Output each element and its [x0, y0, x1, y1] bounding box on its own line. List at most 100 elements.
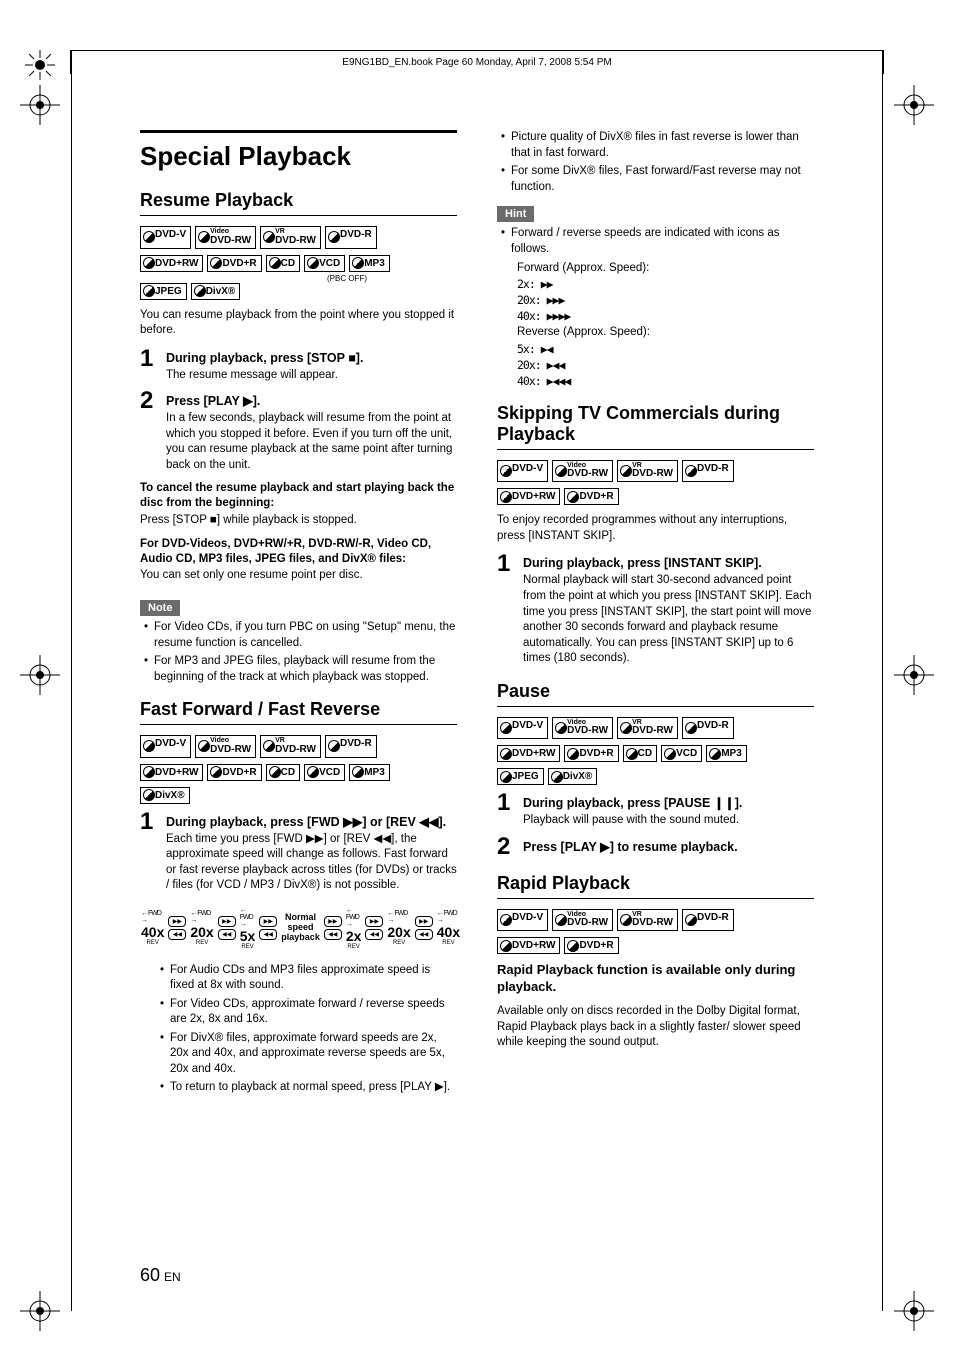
step-text: The resume message will appear.	[166, 368, 457, 384]
disc-badge: CD	[266, 255, 300, 272]
disc-badge: DVD-R	[325, 226, 377, 249]
disc-badge: CD	[266, 764, 300, 781]
crop-mark-icon	[20, 85, 60, 125]
disc-badge: DVD-V	[497, 460, 548, 483]
crop-mark-icon	[894, 1291, 934, 1331]
disc-badge: DivX®	[191, 283, 241, 300]
step-head: During playback, press [PAUSE ❙❙].	[523, 795, 814, 810]
pause-badges-row3: JPEG DivX®	[497, 768, 814, 785]
step-head: During playback, press [FWD ▶▶] or [REV …	[166, 814, 457, 829]
hint-intro: Forward / reverse speeds are indicated w…	[501, 226, 814, 257]
pause-step-1: 1 During playback, press [PAUSE ❙❙]. Pla…	[497, 791, 814, 829]
cancel-text: Press [STOP ■] while playback is stopped…	[140, 513, 457, 529]
ff-title: Fast Forward / Fast Reverse	[140, 699, 457, 725]
ff-notes: For Audio CDs and MP3 files approximate …	[140, 963, 457, 1096]
pbc-note: (PBC OFF)	[142, 274, 457, 283]
main-title: Special Playback	[140, 130, 457, 172]
disc-badge: MP3	[349, 764, 390, 781]
step-number: 1	[497, 791, 515, 829]
note-item: To return to playback at normal speed, p…	[160, 1080, 457, 1096]
resume-step-2: 2 Press [PLAY ▶]. In a few seconds, play…	[140, 389, 457, 473]
disc-badge: DVD+RW	[140, 255, 203, 272]
disc-badge: VideoDVD-RW	[195, 735, 256, 758]
disc-badge: JPEG	[140, 283, 187, 300]
skip-badges-row2: DVD+RW DVD+R	[497, 488, 814, 505]
note-label: Note	[140, 600, 180, 616]
resume-badges-row1: DVD-V VideoDVD-RW VRDVD-RW DVD-R	[140, 226, 457, 249]
disc-badge: DVD-V	[140, 735, 191, 758]
hint-fwd-2x: 2x: ▶▶	[497, 276, 814, 292]
step-head: During playback, press [INSTANT SKIP].	[523, 556, 814, 570]
disc-badge: VRDVD-RW	[617, 909, 678, 932]
disc-badge: DVD-R	[682, 460, 734, 483]
crop-mark-icon	[20, 1291, 60, 1331]
disc-badge: JPEG	[497, 768, 544, 785]
hint-fwd-40x: 40x: ▶▶▶▶	[497, 308, 814, 324]
disc-badge: DVD+R	[207, 764, 261, 781]
hint-rev-40x: 40x: ▶◀◀◀	[497, 373, 814, 389]
note-item: For DivX® files, approximate forward spe…	[160, 1031, 457, 1078]
note-item: Picture quality of DivX® files in fast r…	[501, 130, 814, 161]
disc-badge: DVD+RW	[497, 745, 560, 762]
note-item: For MP3 and JPEG files, playback will re…	[144, 654, 457, 685]
skip-step-1: 1 During playback, press [INSTANT SKIP].…	[497, 552, 814, 666]
resume-step-1: 1 During playback, press [STOP ■]. The r…	[140, 347, 457, 384]
disc-badge: VideoDVD-RW	[195, 226, 256, 249]
step-text: Each time you press [FWD ▶▶] or [REV ◀◀]…	[166, 832, 457, 894]
disc-badge: DivX®	[548, 768, 598, 785]
note-item: For Video CDs, if you turn PBC on using …	[144, 620, 457, 651]
ff-step-1: 1 During playback, press [FWD ▶▶] or [RE…	[140, 810, 457, 894]
step-text: Normal playback will start 30-second adv…	[523, 573, 814, 666]
disc-badge: DivX®	[140, 787, 190, 804]
dvd-text: You can set only one resume point per di…	[140, 568, 457, 584]
skip-badges-row1: DVD-V VideoDVD-RW VRDVD-RW DVD-R	[497, 460, 814, 483]
disc-badge: CD	[623, 745, 657, 762]
step-number: 2	[140, 389, 158, 473]
disc-badge: VRDVD-RW	[260, 226, 321, 249]
step-head: During playback, press [STOP ■].	[166, 351, 457, 365]
crop-mark-icon	[20, 655, 60, 695]
step-number: 1	[140, 347, 158, 384]
resume-intro: You can resume playback from the point w…	[140, 308, 457, 339]
hint-fwd-label: Forward (Approx. Speed):	[497, 260, 814, 276]
disc-badge: DVD-V	[497, 717, 548, 740]
disc-badge: MP3	[706, 745, 747, 762]
disc-badge: DVD+R	[207, 255, 261, 272]
disc-badge: DVD-R	[682, 909, 734, 932]
note-item: For Video CDs, approximate forward / rev…	[160, 997, 457, 1028]
pause-badges-row1: DVD-V VideoDVD-RW VRDVD-RW DVD-R	[497, 717, 814, 740]
disc-badge: DVD-R	[682, 717, 734, 740]
disc-badge: DVD+RW	[140, 764, 203, 781]
right-column: Picture quality of DivX® files in fast r…	[497, 130, 814, 1099]
step-number: 1	[140, 810, 158, 894]
skip-title: Skipping TV Commercials during Playback	[497, 403, 814, 450]
hint-rev-label: Reverse (Approx. Speed):	[497, 324, 814, 340]
disc-badge: DVD+R	[564, 745, 618, 762]
step-text: Playback will pause with the sound muted…	[523, 813, 814, 829]
page-header-bar: E9NG1BD_EN.book Page 60 Monday, April 7,…	[70, 50, 884, 74]
ff-badges-row3: DivX®	[140, 787, 457, 804]
disc-badge: VCD	[661, 745, 702, 762]
disc-badge: VCD	[304, 764, 345, 781]
crop-mark-icon	[894, 85, 934, 125]
note-item: For Audio CDs and MP3 files approximate …	[160, 963, 457, 994]
rapid-sub-head: Rapid Playback function is available onl…	[497, 962, 814, 996]
step-number: 2	[497, 835, 515, 859]
hint-label: Hint	[497, 206, 534, 222]
crop-mark-icon	[894, 655, 934, 695]
rapid-text: Available only on discs recorded in the …	[497, 1004, 814, 1051]
hint-fwd-20x: 20x: ▶▶▶	[497, 292, 814, 308]
cancel-head: To cancel the resume playback and start …	[140, 481, 457, 511]
disc-badge: DVD-V	[140, 226, 191, 249]
normal-speed-label: Normal speed playback	[281, 913, 320, 943]
pause-title: Pause	[497, 681, 814, 707]
disc-badge: VideoDVD-RW	[552, 460, 613, 483]
rapid-badges-row2: DVD+RW DVD+R	[497, 937, 814, 954]
ff-badges-row1: DVD-V VideoDVD-RW VRDVD-RW DVD-R	[140, 735, 457, 758]
speed-diagram: ← FWD →40xREV ▶▶◀◀ ← FWD →20xREV ▶▶◀◀ ← …	[140, 902, 457, 955]
note-item: For some DivX® files, Fast forward/Fast …	[501, 164, 814, 195]
step-text: In a few seconds, playback will resume f…	[166, 411, 457, 473]
frame-header-text: E9NG1BD_EN.book Page 60 Monday, April 7,…	[342, 57, 611, 68]
resume-badges-row3: JPEG DivX®	[140, 283, 457, 300]
hint-rev-20x: 20x: ▶◀◀	[497, 357, 814, 373]
